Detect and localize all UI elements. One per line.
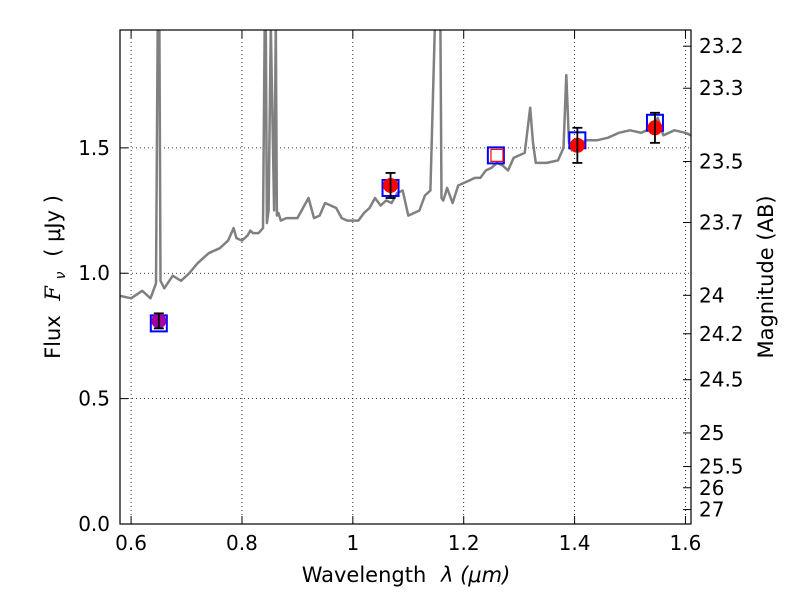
y2-tick-label: 23.3 (699, 76, 744, 100)
y-tick-label: 1.0 (78, 261, 110, 285)
x-tick-label: 0.6 (115, 531, 147, 555)
x-axis-title-text: Wavelength (302, 563, 427, 587)
y2-tick-label: 23.5 (699, 150, 744, 174)
y2-tick-label: 24.2 (699, 322, 744, 346)
y2-tick-label: 25.5 (699, 455, 744, 479)
x-axis-title-math: λ (μm) (440, 563, 510, 587)
x-tick-label: 1.2 (448, 531, 480, 555)
y-tick-label: 0.0 (78, 512, 110, 536)
y2-tick-label: 27 (699, 498, 724, 522)
model-square-blue (486, 146, 505, 165)
spectrum-layer (120, 30, 691, 300)
y2-tick-label: 23.2 (699, 34, 744, 58)
y-axis-title-unit: ( μJy ) (41, 195, 65, 257)
x-tick-label: 1.4 (559, 531, 591, 555)
y-tick-label: 1.5 (78, 136, 110, 160)
plot-frame (119, 29, 692, 525)
y-tick-label: 0.5 (78, 387, 110, 411)
y-axis-title-symbol: F (41, 285, 65, 302)
y-axis-left: 0.0 0.5 1.0 1.5 (78, 136, 128, 536)
x-tick-label: 1 (346, 531, 359, 555)
y-axis-title-subscript: ν (53, 271, 69, 279)
y-axis-title: Flux F ν ( μJy ) (41, 195, 70, 359)
spectrum-line (120, 30, 691, 300)
y2-tick-label: 25 (699, 421, 724, 445)
y-axis-title-text: Flux (41, 315, 65, 359)
y2-tick-label: 26 (699, 476, 724, 500)
x-axis-title: Wavelength λ (μm) (302, 563, 511, 587)
x-axis: 0.6 0.8 1 1.2 1.4 1.6 (115, 30, 701, 555)
x-tick-label: 1.6 (670, 531, 702, 555)
x-tick-label: 0.8 (226, 531, 258, 555)
y2-tick-label: 24.5 (699, 368, 744, 392)
y2-axis-title: Magnitude (AB) (754, 195, 778, 358)
y2-tick-label: 23.7 (699, 211, 744, 235)
grid-lines (120, 30, 691, 525)
y2-tick-label: 24 (699, 283, 724, 307)
photometry-markers (149, 111, 664, 333)
model-square-red (490, 148, 504, 162)
